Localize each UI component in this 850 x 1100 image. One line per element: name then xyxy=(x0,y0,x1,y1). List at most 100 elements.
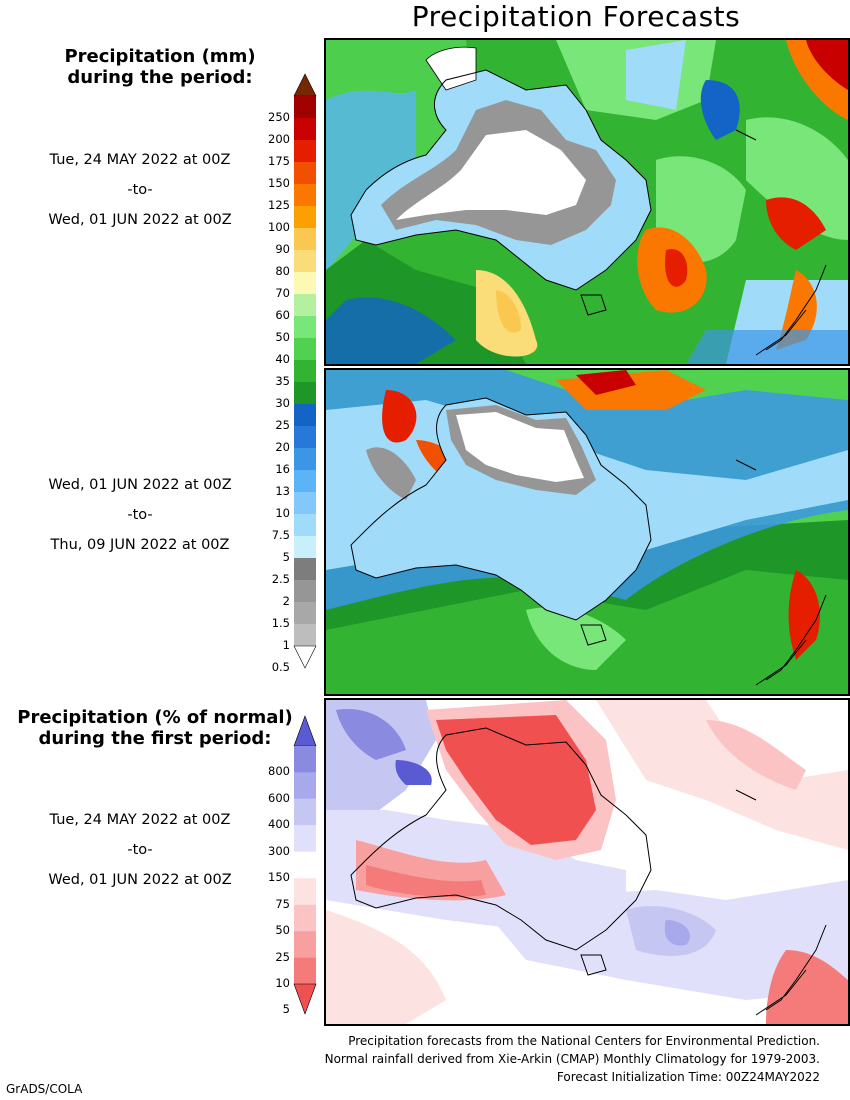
colorbar-tick-label: 13 xyxy=(275,484,290,498)
colorbar-tick-label: 0.5 xyxy=(271,660,290,674)
grads-credit: GrADS/COLA xyxy=(6,1082,83,1096)
colorbar-tick-label: 10 xyxy=(275,506,290,520)
map-period-1 xyxy=(324,38,850,366)
colorbar-swatch xyxy=(294,746,316,773)
colorbar-swatch xyxy=(294,206,316,228)
period-3-label: Tue, 24 MAY 2022 at 00Z -to- Wed, 01 JUN… xyxy=(0,812,300,902)
colorbar-tick-label: 150 xyxy=(268,870,290,885)
colorbar-tick-label: 60 xyxy=(275,308,290,322)
legend-mm-heading-line1: Precipitation (mm) xyxy=(64,46,256,67)
colorbar-tick-label: 1.5 xyxy=(271,616,290,630)
colorbar-swatch xyxy=(294,250,316,272)
period-3-sep: -to- xyxy=(127,842,153,858)
legend-pct-ticks: 5 10 25 50 75 150 300 400 600 800 xyxy=(250,716,290,1017)
period-3-to: Wed, 01 JUN 2022 at 00Z xyxy=(48,872,232,888)
footer-line3: Forecast Initialization Time: 00Z24MAY20… xyxy=(556,1070,820,1084)
colorbar-top-triangle xyxy=(293,73,317,97)
colorbar-tick-label: 125 xyxy=(268,198,290,212)
map-period-2 xyxy=(324,368,850,696)
colorbar-swatch xyxy=(294,448,316,470)
colorbar-tick-label: 10 xyxy=(275,976,290,990)
colorbar-tick-label: 250 xyxy=(268,110,290,124)
colorbar-tick-label: 175 xyxy=(268,154,290,168)
map-period-2-svg xyxy=(326,370,848,694)
colorbar-tick-label: 30 xyxy=(275,396,290,410)
footer: Precipitation forecasts from the Nationa… xyxy=(325,1032,820,1086)
period-2-to: Thu, 09 JUN 2022 at 00Z xyxy=(50,537,230,553)
colorbar-bottom-triangle xyxy=(293,983,317,1015)
colorbar-swatch xyxy=(294,492,316,514)
colorbar-tick-label: 200 xyxy=(268,132,290,146)
colorbar-tick-label: 75 xyxy=(275,896,290,911)
colorbar-swatch xyxy=(294,624,316,646)
colorbar-bottom-triangle xyxy=(293,645,317,669)
colorbar-swatch xyxy=(294,580,316,602)
period-2-label: Wed, 01 JUN 2022 at 00Z -to- Thu, 09 JUN… xyxy=(0,477,300,567)
colorbar-swatch xyxy=(294,851,316,879)
colorbar-tick-label: 300 xyxy=(268,843,290,858)
colorbar-swatch xyxy=(294,404,316,426)
legend-mm-colorbar-svg xyxy=(293,73,317,669)
colorbar-swatch xyxy=(294,316,316,338)
colorbar-swatch xyxy=(294,96,316,118)
colorbar-tick-label: 1 xyxy=(282,638,290,652)
period-1-label: Tue, 24 MAY 2022 at 00Z -to- Wed, 01 JUN… xyxy=(0,152,300,242)
legend-mm-heading: Precipitation (mm) during the period: xyxy=(40,46,280,88)
colorbar-swatch xyxy=(294,338,316,360)
colorbar-swatch xyxy=(294,514,316,536)
colorbar-swatch xyxy=(294,184,316,206)
colorbar-tick-label: 150 xyxy=(268,176,290,190)
map-percent-normal xyxy=(324,698,850,1026)
colorbar-swatch xyxy=(294,904,316,932)
colorbar-tick-label: 600 xyxy=(268,790,290,805)
colorbar-tick-label: 50 xyxy=(275,923,290,938)
colorbar-swatch xyxy=(294,272,316,294)
colorbar-tick-label: 70 xyxy=(275,286,290,300)
colorbar-swatch xyxy=(294,558,316,580)
legend-pct-colorbar xyxy=(293,715,317,1015)
colorbar-swatch xyxy=(294,162,316,184)
colorbar-swatch xyxy=(294,360,316,382)
period-2-sep: -to- xyxy=(127,507,153,523)
colorbar-tick-label: 90 xyxy=(275,242,290,256)
colorbar-swatch xyxy=(294,825,316,852)
colorbar-tick-label: 7.5 xyxy=(271,528,290,542)
colorbar-tick-label: 25 xyxy=(275,949,290,964)
legend-mm-heading-line2: during the period: xyxy=(67,67,253,88)
map-period-1-svg xyxy=(326,40,848,364)
page-title: Precipitation Forecasts xyxy=(411,0,741,33)
colorbar-tick-label: 5 xyxy=(282,550,290,564)
colorbar-tick-label: 40 xyxy=(275,352,290,366)
legend-pct-heading-line1: Precipitation (% of normal) xyxy=(17,707,293,728)
colorbar-swatch xyxy=(294,118,316,140)
colorbar-tick-label: 400 xyxy=(268,817,290,832)
colorbar-tick-label: 100 xyxy=(268,220,290,234)
colorbar-tick-label: 5 xyxy=(282,1002,290,1017)
footer-line1: Precipitation forecasts from the Nationa… xyxy=(348,1034,820,1048)
map-percent-normal-svg xyxy=(326,700,848,1024)
footer-line2: Normal rainfall derived from Xie-Arkin (… xyxy=(324,1052,820,1066)
colorbar-top-triangle xyxy=(293,715,317,747)
period-3-from: Tue, 24 MAY 2022 at 00Z xyxy=(49,812,231,828)
colorbar-swatch xyxy=(294,470,316,492)
colorbar-swatch xyxy=(294,772,316,799)
colorbar-tick-label: 16 xyxy=(275,462,290,476)
colorbar-tick-label: 2.5 xyxy=(271,572,290,586)
legend-mm-colorbar xyxy=(293,73,317,669)
colorbar-swatch xyxy=(294,798,316,826)
colorbar-swatch xyxy=(294,957,316,984)
legend-pct-heading: Precipitation (% of normal) during the f… xyxy=(10,707,300,749)
legend-pct-colorbar-svg xyxy=(293,715,317,1015)
period-2-from: Wed, 01 JUN 2022 at 00Z xyxy=(48,477,232,493)
period-1-from: Tue, 24 MAY 2022 at 00Z xyxy=(49,152,231,168)
legend-mm-ticks: 0.5 1 1.5 2 2.5 5 7.5 10 13 16 20 25 30 35 40 50 60 70 80 9… xyxy=(250,74,290,674)
colorbar-swatch xyxy=(294,426,316,448)
colorbar-swatch xyxy=(294,382,316,404)
colorbar-swatch xyxy=(294,878,316,905)
colorbar-tick-label: 2 xyxy=(282,594,290,608)
colorbar-swatch xyxy=(294,536,316,558)
colorbar-swatch xyxy=(294,931,316,958)
colorbar-swatch xyxy=(294,140,316,162)
colorbar-tick-label: 25 xyxy=(275,418,290,432)
colorbar-tick-label: 50 xyxy=(275,330,290,344)
